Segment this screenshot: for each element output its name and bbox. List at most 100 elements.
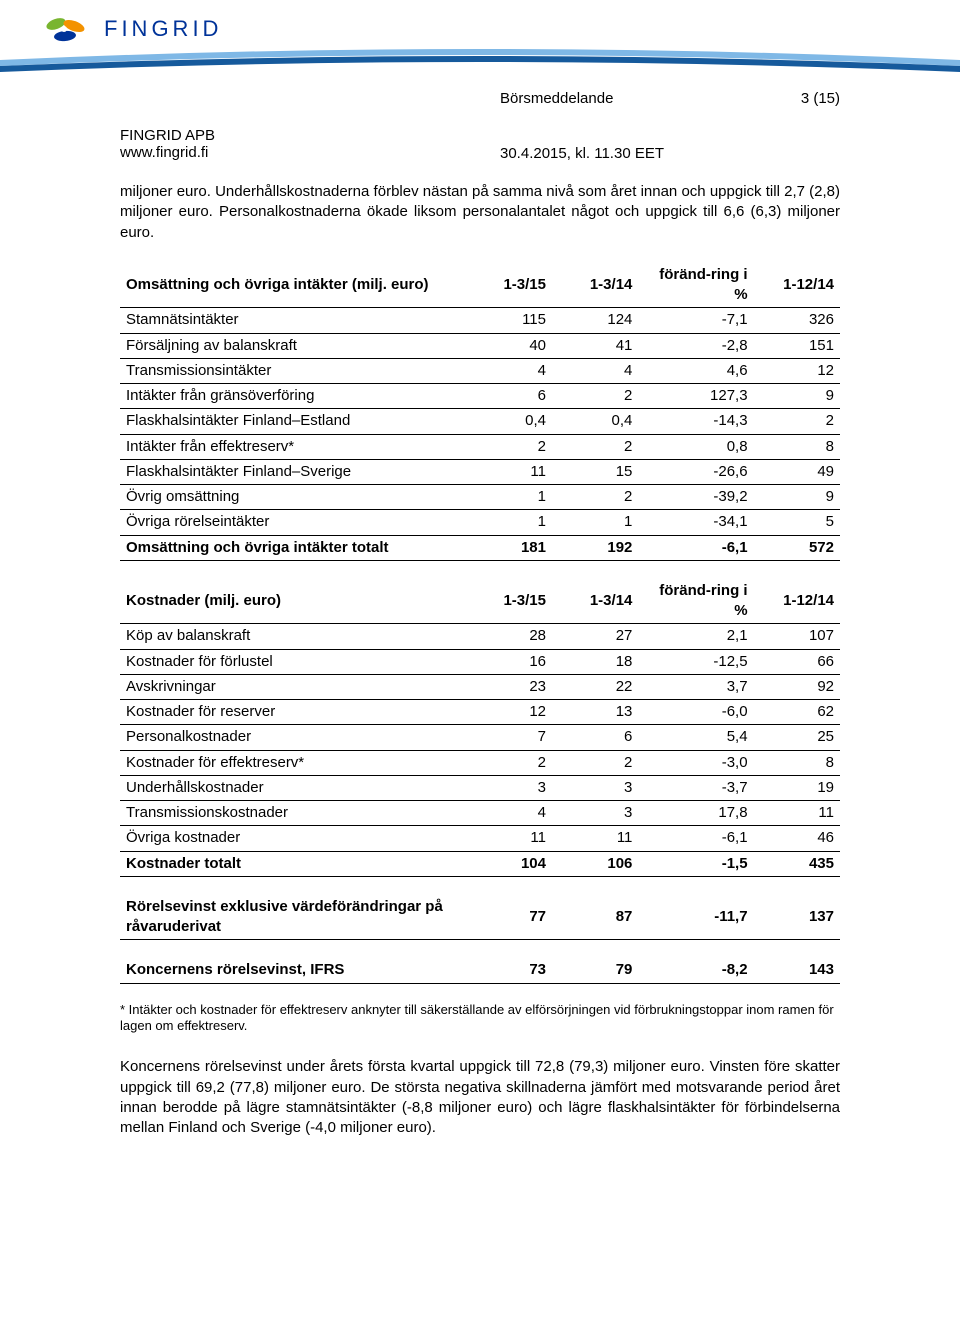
- table-cell: 4: [466, 801, 552, 826]
- table-row: Koncernens rörelsevinst, IFRS7379-8,2143: [120, 958, 840, 983]
- table-cell: 7: [466, 725, 552, 750]
- table-row: Avskrivningar23223,792: [120, 674, 840, 699]
- table-row: Försäljning av balanskraft4041-2,8151: [120, 333, 840, 358]
- table-cell: -14,3: [638, 409, 753, 434]
- table-cell: 8: [754, 750, 840, 775]
- table-row: Transmissionsintäkter444,612: [120, 358, 840, 383]
- table-row: Intäkter från gränsöverföring62127,39: [120, 384, 840, 409]
- table-cell: 2: [552, 384, 638, 409]
- page-number: 3 (15): [760, 90, 840, 107]
- table-cell: 11: [754, 801, 840, 826]
- logo-text: FINGRID: [104, 16, 222, 42]
- table-cell: Transmissionskostnader: [120, 801, 466, 826]
- table-cell: 2: [754, 409, 840, 434]
- table-cell: 22: [552, 674, 638, 699]
- table-cell: Köp av balanskraft: [120, 624, 466, 649]
- table-cell: 11: [466, 826, 552, 851]
- table-cell: -2,8: [638, 333, 753, 358]
- table-cell: Försäljning av balanskraft: [120, 333, 466, 358]
- table-cell: Kostnader totalt: [120, 851, 466, 876]
- table-cell: 5,4: [638, 725, 753, 750]
- table-row: Flaskhalsintäkter Finland–Sverige1115-26…: [120, 459, 840, 484]
- table-cell: 2,1: [638, 624, 753, 649]
- doc-date: 30.4.2015, kl. 11.30 EET: [500, 127, 760, 162]
- table-row: Underhållskostnader33-3,719: [120, 775, 840, 800]
- page-header: FINGRID: [0, 0, 960, 80]
- table-cell: 27: [552, 624, 638, 649]
- table-cell: 6: [466, 384, 552, 409]
- table-cell: 115: [466, 308, 552, 333]
- logo-mark-icon: [40, 12, 94, 46]
- table-row: Övrig omsättning12-39,29: [120, 485, 840, 510]
- table-row: Stamnätsintäkter115124-7,1326: [120, 308, 840, 333]
- table-cell: 2: [466, 434, 552, 459]
- logo: FINGRID: [40, 12, 920, 46]
- table-cell: 3: [552, 775, 638, 800]
- table-cell: Underhållskostnader: [120, 775, 466, 800]
- table-cell: 12: [466, 700, 552, 725]
- table-cell: 11: [552, 826, 638, 851]
- table-cell: -3,0: [638, 750, 753, 775]
- table-cell: Flaskhalsintäkter Finland–Sverige: [120, 459, 466, 484]
- table-cell: Rörelsevinst exklusive värdeförändringar…: [120, 895, 466, 940]
- doc-type: Börsmeddelande: [500, 90, 760, 107]
- table-cell: 124: [552, 308, 638, 333]
- table-cell: Övriga kostnader: [120, 826, 466, 851]
- table-cell: 572: [754, 535, 840, 560]
- table-cell: 15: [552, 459, 638, 484]
- table-cell: 40: [466, 333, 552, 358]
- table-cell: -11,7: [638, 895, 753, 940]
- table-cell: 49: [754, 459, 840, 484]
- table-row: Transmissionskostnader4317,811: [120, 801, 840, 826]
- table-row: Flaskhalsintäkter Finland–Estland0,40,4-…: [120, 409, 840, 434]
- table-cell: 17,8: [638, 801, 753, 826]
- table-header-row: Kostnader (milj. euro) 1-3/15 1-3/14 för…: [120, 579, 840, 624]
- header-swoosh-icon: [0, 46, 960, 74]
- table-cell: 0,4: [552, 409, 638, 434]
- table-cell: 3: [466, 775, 552, 800]
- col-change: föränd-ring i %: [638, 263, 753, 308]
- table-cell: 326: [754, 308, 840, 333]
- table-cell: Koncernens rörelsevinst, IFRS: [120, 958, 466, 983]
- table-cell: Transmissionsintäkter: [120, 358, 466, 383]
- table-cell: 12: [754, 358, 840, 383]
- paragraph-intro: miljoner euro. Underhållskostnaderna för…: [120, 182, 840, 243]
- table-cell: Kostnader för förlustel: [120, 649, 466, 674]
- table-cell: Intäkter från gränsöverföring: [120, 384, 466, 409]
- table-cell: 66: [754, 649, 840, 674]
- col-period1: 1-3/15: [466, 263, 552, 308]
- table-cell: -7,1: [638, 308, 753, 333]
- table-cell: 3: [552, 801, 638, 826]
- table-row: Intäkter från effektreserv*220,88: [120, 434, 840, 459]
- table-cell: -6,0: [638, 700, 753, 725]
- table-cell: Personalkostnader: [120, 725, 466, 750]
- footnote: * Intäkter och kostnader för effektreser…: [120, 1002, 840, 1036]
- table-cell: 181: [466, 535, 552, 560]
- table-operating-profit-excl: Rörelsevinst exklusive värdeförändringar…: [120, 895, 840, 941]
- table-cell: -8,2: [638, 958, 753, 983]
- col-period2: 1-3/14: [552, 579, 638, 624]
- table-cell: -6,1: [638, 535, 753, 560]
- table-operating-profit-ifrs: Koncernens rörelsevinst, IFRS7379-8,2143: [120, 958, 840, 983]
- document-meta: Börsmeddelande 3 (15) FINGRID APB www.fi…: [0, 80, 960, 162]
- table-cell: -6,1: [638, 826, 753, 851]
- table-cell: 3,7: [638, 674, 753, 699]
- table-header-row: Omsättning och övriga intäkter (milj. eu…: [120, 263, 840, 308]
- table-cell: Flaskhalsintäkter Finland–Estland: [120, 409, 466, 434]
- table-cell: 127,3: [638, 384, 753, 409]
- table-cell: 77: [466, 895, 552, 940]
- table-cell: Övrig omsättning: [120, 485, 466, 510]
- table-cell: Övriga rörelseintäkter: [120, 510, 466, 535]
- table-cell: 1: [552, 510, 638, 535]
- table-cell: -26,6: [638, 459, 753, 484]
- table-cell: 16: [466, 649, 552, 674]
- table-cell: -34,1: [638, 510, 753, 535]
- table-cell: 104: [466, 851, 552, 876]
- table-cell: 1: [466, 485, 552, 510]
- table-cell: 0,4: [466, 409, 552, 434]
- col-change: föränd-ring i %: [638, 579, 753, 624]
- table-cell: 192: [552, 535, 638, 560]
- table-row: Kostnader för förlustel1618-12,566: [120, 649, 840, 674]
- company-url: www.fingrid.fi: [120, 144, 500, 161]
- table-cell: 107: [754, 624, 840, 649]
